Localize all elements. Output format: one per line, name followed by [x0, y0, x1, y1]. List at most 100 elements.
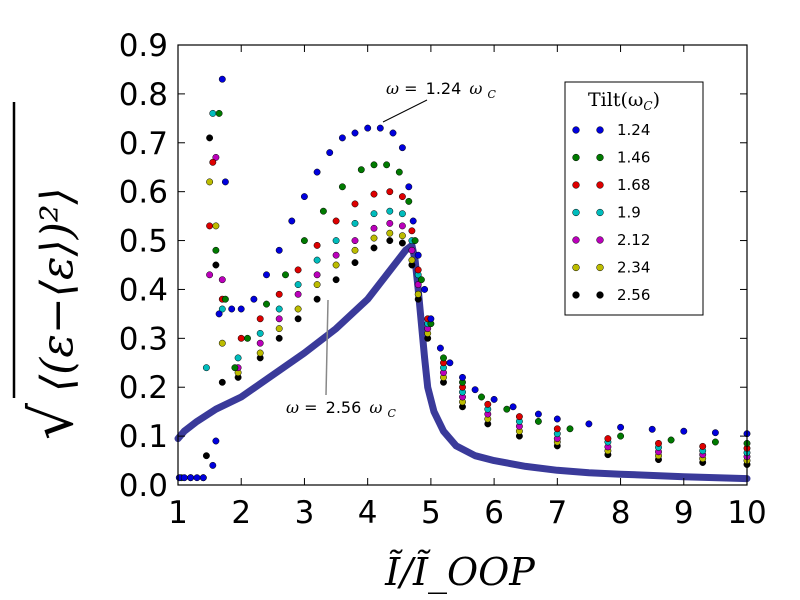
data-point [275, 290, 283, 298]
data-point [218, 276, 226, 284]
x-tick-label: 10 [727, 495, 766, 531]
data-point [478, 393, 485, 401]
data-point [414, 266, 422, 274]
data-point [370, 190, 378, 198]
legend-label: 2.12 [617, 231, 650, 249]
data-point [263, 300, 270, 308]
series-layer [175, 75, 751, 482]
data-point [398, 210, 406, 218]
data-point [398, 222, 406, 230]
y-tick-label: 0.4 [119, 272, 168, 308]
tick-labels: 1 2 3 4 5 6 7 8 9 10 0.0 0.1 0.2 0.3 0.4 0.5 0.6 0.7 0.8 0.… [119, 28, 767, 531]
data-point [212, 261, 220, 269]
data-point [667, 436, 675, 444]
data-point [509, 403, 517, 411]
data-point [490, 395, 498, 403]
annotation-bottom-value: 2.56 [326, 398, 362, 417]
data-point [386, 237, 394, 245]
data-point [417, 276, 425, 284]
annotation-top: ω = 1.24 ω C [382, 79, 497, 123]
y-axis-label: √ ⟨(ε−⟨ε⟩)²⟩ [12, 102, 86, 440]
data-point [300, 237, 308, 245]
data-point [206, 271, 214, 279]
data-point [218, 378, 226, 386]
data-point [484, 400, 492, 408]
data-point [398, 239, 406, 247]
data-point [212, 222, 220, 230]
data-point [313, 271, 321, 279]
legend-marker [596, 208, 604, 217]
data-point [711, 438, 719, 446]
data-point [218, 305, 226, 313]
data-point [218, 75, 226, 83]
data-point [370, 244, 378, 252]
data-point [228, 305, 236, 313]
data-point [275, 334, 283, 342]
data-point [332, 237, 340, 245]
data-point [386, 188, 394, 196]
data-point [288, 217, 296, 225]
legend-entry-2.12: 2.12 [572, 231, 650, 249]
data-point [332, 276, 340, 284]
data-point [383, 161, 391, 169]
y-tick-label: 0.6 [119, 175, 168, 211]
data-point [351, 246, 359, 254]
data-point [212, 246, 220, 254]
data-point [370, 224, 378, 232]
data-point [263, 271, 270, 279]
legend-label: 1.9 [617, 204, 641, 222]
data-point [389, 129, 397, 137]
data-point [386, 207, 394, 215]
legend-entry-1.24: 1.24 [572, 121, 650, 139]
data-point [275, 315, 283, 323]
data-point [332, 261, 340, 269]
data-point [180, 474, 188, 482]
data-point [256, 349, 264, 357]
data-point [446, 359, 454, 367]
data-point [405, 197, 413, 205]
legend-entry-1.68: 1.68 [572, 176, 650, 194]
data-point [294, 305, 302, 313]
data-point [209, 461, 217, 469]
data-point [515, 413, 523, 421]
y-tick-label: 0.3 [119, 321, 168, 357]
data-point [209, 158, 217, 166]
data-point [294, 281, 302, 289]
data-point [414, 290, 422, 298]
legend-label: 2.34 [617, 259, 650, 277]
data-point [294, 290, 302, 298]
data-point [332, 217, 340, 225]
data-point [405, 183, 413, 191]
annotation-bottom-arrow [325, 299, 329, 396]
legend-label: 1.24 [617, 121, 650, 139]
y-tick-label: 0.5 [119, 224, 168, 260]
data-point [256, 315, 264, 323]
data-point [409, 217, 417, 225]
data-point [244, 334, 251, 342]
series-2.12 [206, 153, 751, 461]
data-point [503, 405, 511, 413]
y-tick-label: 0.8 [119, 77, 168, 113]
series-2.56 [202, 134, 751, 468]
data-point [237, 305, 245, 313]
data-point [617, 432, 625, 440]
data-point [206, 178, 214, 186]
data-point [313, 256, 321, 264]
data-point [199, 474, 207, 482]
legend-label: 1.68 [617, 176, 650, 194]
legend-entry-1.9: 1.9 [572, 204, 641, 222]
data-point [221, 295, 229, 303]
legend-marker [596, 291, 604, 299]
annotation-top-sub: C [488, 88, 497, 101]
y-axis-label-body: ⟨(ε−⟨ε⟩)²⟩ [32, 187, 83, 392]
legend-marker [572, 153, 580, 162]
data-point [398, 193, 406, 201]
data-point [421, 285, 429, 293]
x-axis-label: Ĩ/Ĩ_OOP [384, 550, 536, 595]
reference-curve-line [174, 241, 751, 483]
y-tick-label: 0.0 [119, 468, 168, 504]
legend-marker [572, 291, 580, 299]
legend-marker [596, 126, 604, 134]
data-point [604, 435, 612, 443]
data-point [408, 246, 416, 254]
